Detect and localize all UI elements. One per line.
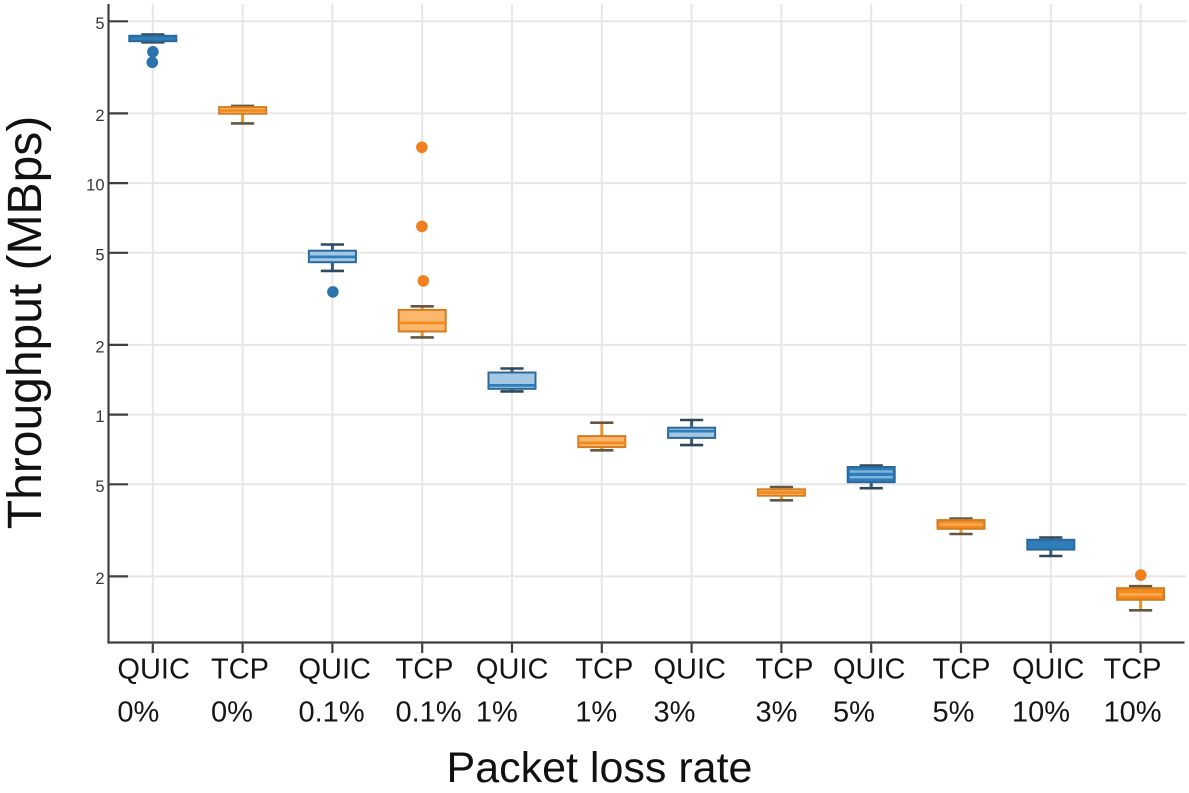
svg-text:5%: 5% <box>933 697 975 729</box>
svg-text:1: 1 <box>95 408 104 426</box>
svg-text:2: 2 <box>95 338 104 356</box>
svg-text:TCP: TCP <box>933 654 991 686</box>
svg-text:2: 2 <box>95 107 104 125</box>
svg-text:3%: 3% <box>654 697 696 729</box>
svg-text:5: 5 <box>95 478 104 496</box>
svg-text:5: 5 <box>95 15 104 33</box>
svg-text:TCP: TCP <box>211 654 269 686</box>
svg-text:10%: 10% <box>1012 697 1070 729</box>
svg-text:Packet loss rate: Packet loss rate <box>447 744 753 788</box>
svg-text:5%: 5% <box>833 697 875 729</box>
svg-text:QUIC: QUIC <box>117 654 189 686</box>
svg-text:5: 5 <box>95 246 104 264</box>
svg-text:3%: 3% <box>756 697 798 729</box>
svg-text:QUIC: QUIC <box>833 654 906 686</box>
svg-text:TCP: TCP <box>1104 654 1162 686</box>
svg-text:0.1%: 0.1% <box>299 697 365 729</box>
svg-text:1%: 1% <box>575 697 617 729</box>
svg-text:10%: 10% <box>1104 697 1162 729</box>
svg-text:Throughput (MBps): Throughput (MBps) <box>0 116 52 530</box>
svg-text:TCP: TCP <box>575 654 633 686</box>
svg-text:2: 2 <box>95 570 104 588</box>
svg-text:QUIC: QUIC <box>1012 654 1085 686</box>
svg-text:TCP: TCP <box>396 654 454 686</box>
svg-text:QUIC: QUIC <box>476 654 549 686</box>
svg-text:TCP: TCP <box>756 654 814 686</box>
svg-text:0%: 0% <box>117 697 159 729</box>
svg-text:1%: 1% <box>476 697 518 729</box>
svg-text:QUIC: QUIC <box>299 654 372 686</box>
svg-text:QUIC: QUIC <box>654 654 727 686</box>
svg-text:0.1%: 0.1% <box>396 697 462 729</box>
svg-text:0%: 0% <box>211 697 253 729</box>
svg-text:10: 10 <box>86 177 104 195</box>
